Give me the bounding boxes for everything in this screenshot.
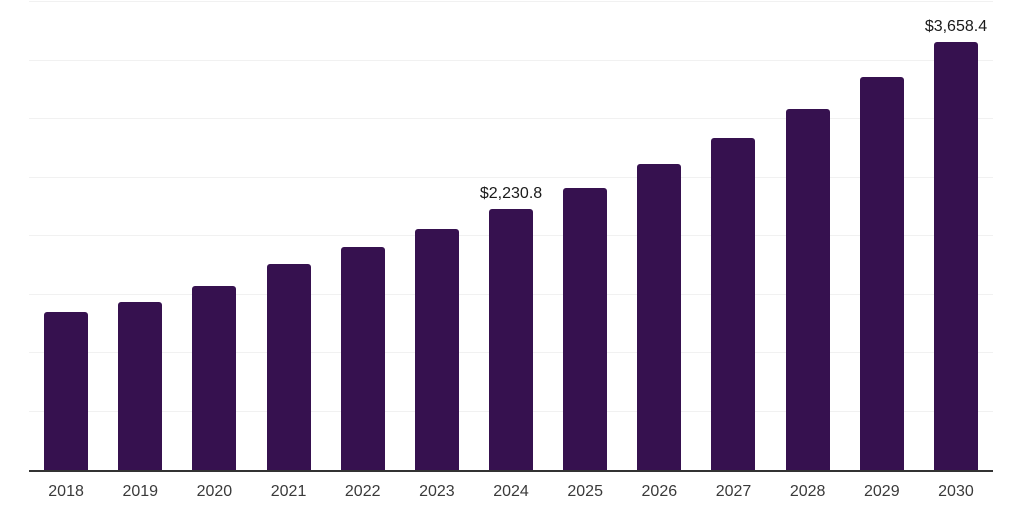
bar-slot-2029 [845, 2, 919, 470]
x-axis-tick-labels: 2018 2019 2020 2021 2022 2023 2024 2025 2026 2027… [29, 482, 993, 501]
bar-2018[interactable] [44, 312, 89, 470]
bar-2027[interactable] [711, 137, 756, 470]
bar-2026[interactable] [637, 163, 682, 470]
bar-2020[interactable] [192, 286, 237, 470]
x-tick-label-2018: 2018 [48, 483, 84, 500]
bar-slot-2020 [177, 2, 251, 470]
x-tick-label-2029: 2029 [864, 483, 900, 500]
bar-slot-2021 [251, 2, 325, 470]
bar-2023[interactable] [414, 228, 459, 470]
x-tick-label-2025: 2025 [567, 483, 603, 500]
bar-2025[interactable] [563, 188, 608, 470]
bar-2021[interactable] [266, 264, 311, 470]
value-label-2030: $3,658.4 [924, 17, 988, 35]
gridline [29, 176, 993, 178]
bar-2029[interactable] [859, 77, 904, 470]
x-tick-label-2022: 2022 [344, 483, 381, 500]
bar-slot-2025 [548, 2, 622, 470]
gridline [29, 59, 993, 61]
bar-2022[interactable] [340, 247, 385, 470]
x-tick-label-2020: 2020 [196, 483, 233, 500]
x-tick-label-2019: 2019 [122, 483, 159, 500]
bar-slot-2030: $3,658.4 [919, 2, 993, 470]
bar-slot-2018 [29, 2, 103, 470]
bar-slot-2027 [696, 2, 770, 470]
x-tick-label-2021: 2021 [270, 483, 307, 500]
bar-slot-2026 [622, 2, 696, 470]
bar-slot-2019 [103, 2, 177, 470]
bar-slot-2022 [326, 2, 400, 470]
bar-slot-2023 [400, 2, 474, 470]
bar-2024[interactable] [489, 209, 534, 470]
gridline [29, 1, 993, 2]
plot-area: $2,230.8 $3,658.4 [29, 1, 993, 472]
x-tick-label-2023: 2023 [419, 483, 455, 500]
bars-group: $2,230.8 $3,658.4 [29, 2, 993, 470]
x-tick-label-2030: 2030 [938, 483, 974, 500]
x-tick-label-2024: 2024 [493, 483, 529, 500]
bar-2028[interactable] [785, 109, 830, 470]
gridline [29, 118, 993, 119]
value-label-2024: $2,230.8 [479, 185, 543, 202]
x-tick-label-2027: 2027 [715, 483, 752, 500]
x-tick-label-2028: 2028 [789, 483, 826, 500]
bar-slot-2028 [771, 2, 845, 470]
bar-slot-2024: $2,230.8 [474, 2, 548, 470]
x-tick-label-2026: 2026 [641, 483, 678, 500]
x-axis-line [29, 470, 993, 472]
bar-2030[interactable] [933, 41, 978, 470]
bar-2019[interactable] [118, 301, 163, 470]
